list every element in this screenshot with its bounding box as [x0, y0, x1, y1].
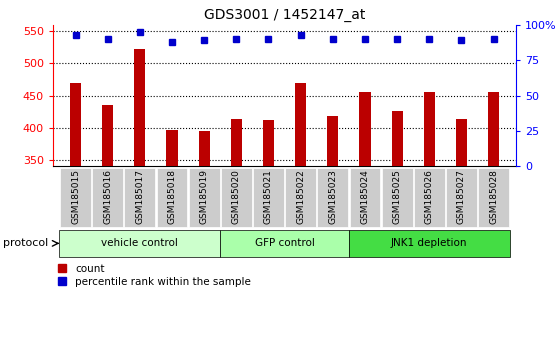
Text: GSM185026: GSM185026 — [425, 169, 434, 224]
FancyBboxPatch shape — [478, 168, 509, 227]
FancyBboxPatch shape — [253, 168, 284, 227]
Text: GSM185021: GSM185021 — [264, 169, 273, 224]
Text: GSM185016: GSM185016 — [103, 169, 112, 224]
Bar — [166, 130, 177, 166]
Bar — [327, 116, 339, 166]
Bar — [456, 119, 467, 166]
Bar — [199, 131, 210, 166]
Text: GSM185027: GSM185027 — [457, 169, 466, 224]
Text: GFP control: GFP control — [254, 238, 315, 249]
Text: GSM185017: GSM185017 — [136, 169, 145, 224]
FancyBboxPatch shape — [157, 168, 187, 227]
Text: JNK1 depletion: JNK1 depletion — [391, 238, 468, 249]
Title: GDS3001 / 1452147_at: GDS3001 / 1452147_at — [204, 8, 365, 22]
Bar — [488, 92, 499, 166]
Text: vehicle control: vehicle control — [102, 238, 179, 249]
Legend: count, percentile rank within the sample: count, percentile rank within the sample — [58, 264, 251, 287]
Bar — [424, 92, 435, 166]
FancyBboxPatch shape — [60, 230, 220, 257]
Text: GSM185019: GSM185019 — [200, 169, 209, 224]
FancyBboxPatch shape — [349, 168, 381, 227]
FancyBboxPatch shape — [382, 168, 412, 227]
FancyBboxPatch shape — [349, 230, 509, 257]
FancyBboxPatch shape — [92, 168, 123, 227]
Text: GSM185025: GSM185025 — [393, 169, 402, 224]
Text: GSM185024: GSM185024 — [360, 169, 369, 224]
Text: GSM185020: GSM185020 — [232, 169, 241, 224]
Bar — [70, 83, 81, 166]
FancyBboxPatch shape — [60, 168, 91, 227]
FancyBboxPatch shape — [414, 168, 445, 227]
FancyBboxPatch shape — [285, 168, 316, 227]
FancyBboxPatch shape — [221, 168, 252, 227]
Text: GSM185015: GSM185015 — [71, 169, 80, 224]
Bar — [134, 48, 146, 166]
Bar — [359, 92, 371, 166]
Text: GSM185028: GSM185028 — [489, 169, 498, 224]
FancyBboxPatch shape — [189, 168, 220, 227]
Bar — [295, 83, 306, 166]
Bar — [102, 105, 113, 166]
Text: GSM185022: GSM185022 — [296, 169, 305, 224]
Text: GSM185018: GSM185018 — [167, 169, 176, 224]
Bar — [263, 120, 274, 166]
Bar — [230, 119, 242, 166]
Bar — [392, 111, 403, 166]
Text: GSM185023: GSM185023 — [328, 169, 338, 224]
FancyBboxPatch shape — [220, 230, 349, 257]
Text: protocol: protocol — [3, 238, 48, 249]
FancyBboxPatch shape — [446, 168, 477, 227]
FancyBboxPatch shape — [124, 168, 155, 227]
FancyBboxPatch shape — [318, 168, 348, 227]
